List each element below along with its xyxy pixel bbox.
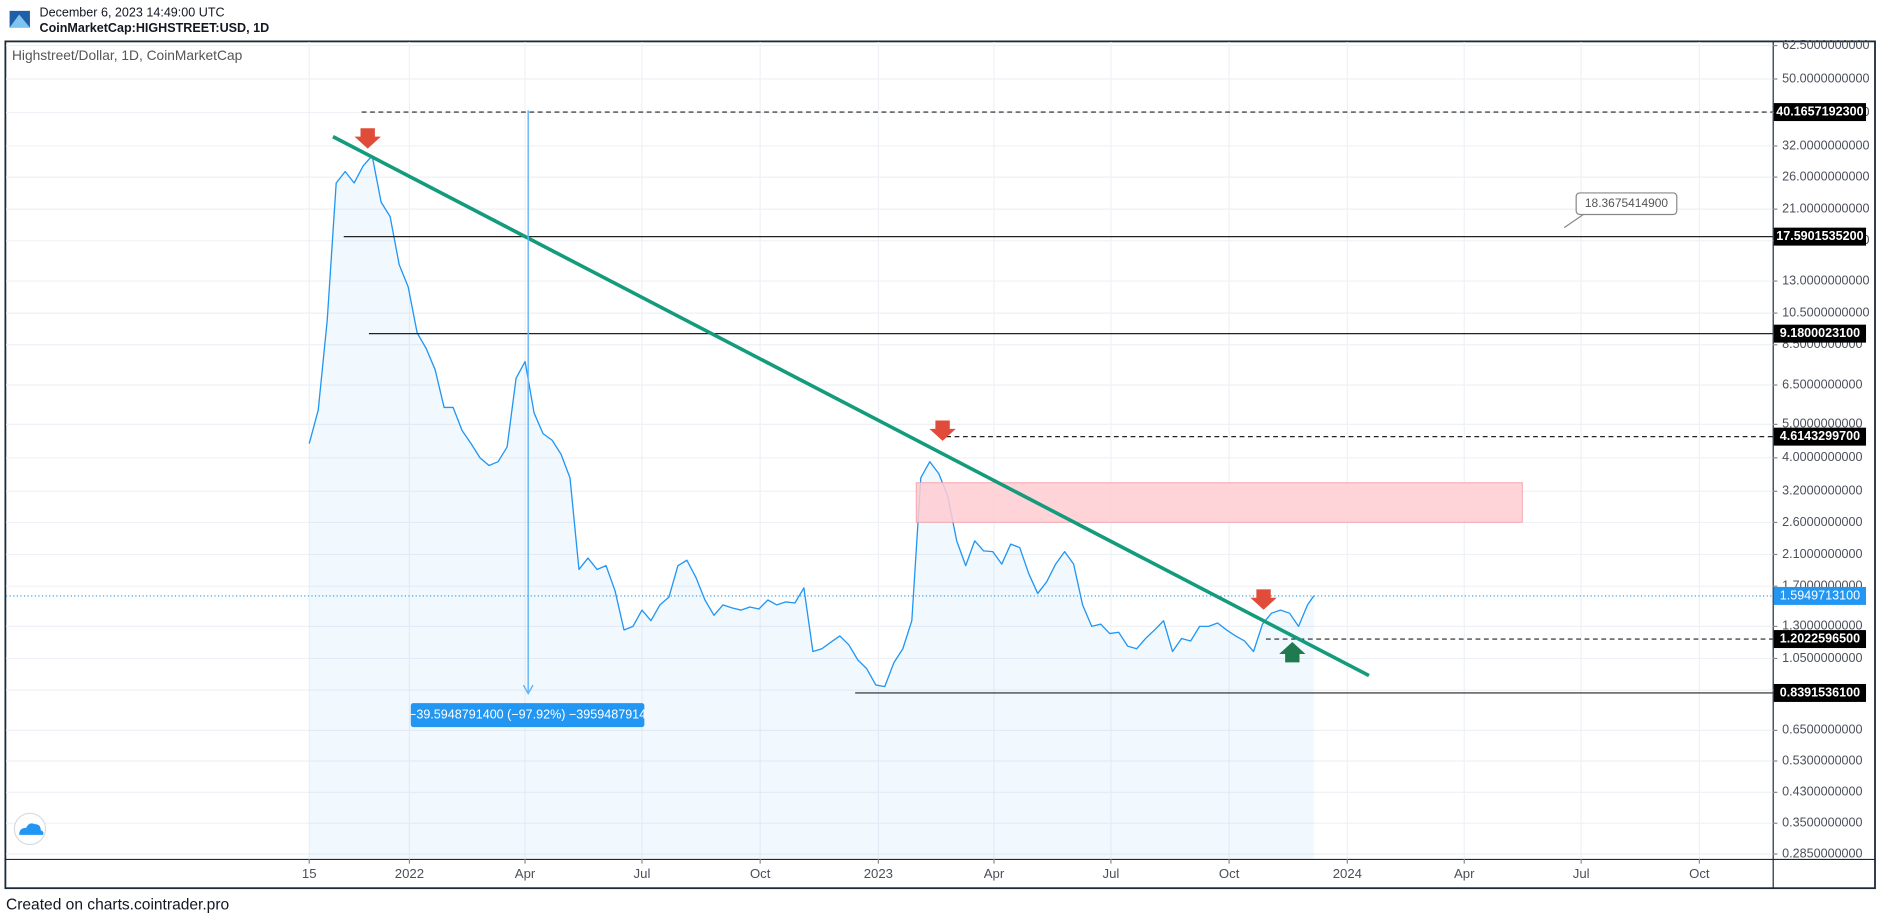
axes: 62.500000000050.000000000040.00000000003… bbox=[302, 38, 1870, 881]
plot bbox=[5, 111, 1773, 859]
current-price-tag bbox=[1773, 586, 1867, 605]
y-tick-label: 1.0500000000 bbox=[1782, 651, 1862, 665]
chart-frame bbox=[4, 40, 1876, 890]
y-tick-label: 26.0000000000 bbox=[1782, 169, 1869, 183]
x-tick-label: Apr bbox=[1454, 866, 1475, 881]
resistance-zone bbox=[915, 482, 1523, 523]
y-tick-label: 10.5000000000 bbox=[1782, 305, 1869, 319]
y-tick-label: 13.0000000000 bbox=[1782, 273, 1869, 287]
y-tick-label: 2.1000000000 bbox=[1782, 547, 1862, 561]
x-tick-label: Jul bbox=[1573, 866, 1590, 881]
y-tick-label: 21.0000000000 bbox=[1782, 201, 1869, 215]
x-tick-label: Apr bbox=[515, 866, 536, 881]
y-tick-label: 0.4300000000 bbox=[1782, 785, 1862, 799]
x-tick-label: Jul bbox=[634, 866, 651, 881]
y-tick-label: 62.5000000000 bbox=[1782, 38, 1869, 52]
price-level-tag bbox=[1773, 227, 1867, 246]
up-arrow bbox=[1279, 642, 1306, 663]
measure-label: −39.5948791400 (−97.92%) −3959487914 bbox=[409, 703, 646, 728]
price-level-label: 17.5901535200 bbox=[1776, 229, 1863, 243]
y-tick-label: 6.5000000000 bbox=[1782, 377, 1862, 391]
x-tick-label: Apr bbox=[984, 866, 1005, 881]
trend-line bbox=[332, 135, 1370, 678]
price-level-label: 9.1800023100 bbox=[1780, 326, 1860, 340]
y-tick-label: 32.0000000000 bbox=[1782, 138, 1869, 152]
price-line bbox=[308, 155, 1315, 688]
x-tick-label: Oct bbox=[1219, 866, 1240, 881]
logo bbox=[9, 10, 30, 28]
cloud-button[interactable] bbox=[13, 812, 47, 846]
y-tick-label: 0.5300000000 bbox=[1782, 753, 1862, 767]
callout-text: 18.3675414900 bbox=[1585, 196, 1669, 210]
callout: 18.3675414900 bbox=[1563, 192, 1678, 229]
x-tick-label: 15 bbox=[302, 866, 317, 881]
drawings: 18.3675414900 −39.5948791400 (−97.92%) −… bbox=[332, 110, 1678, 728]
price-level-tag bbox=[1773, 427, 1867, 446]
y-tick-label: 2.6000000000 bbox=[1782, 515, 1862, 529]
symbol: CoinMarketCap:HIGHSTREET:USD, 1D bbox=[40, 21, 270, 35]
x-tick-label: 2024 bbox=[1333, 866, 1362, 881]
price-area bbox=[309, 155, 1314, 859]
y-tick-label: 0.6500000000 bbox=[1782, 723, 1862, 737]
y-tick-label: 3.2000000000 bbox=[1782, 484, 1862, 498]
current-price-label: 1.5949713100 bbox=[1780, 588, 1860, 602]
price-level-label: 1.2022596500 bbox=[1780, 631, 1860, 645]
price-level-label: 40.1657192300 bbox=[1776, 104, 1863, 118]
price-level-tag bbox=[1773, 630, 1867, 649]
price-level-tag bbox=[1773, 324, 1867, 343]
measure-text: −39.5948791400 (−97.92%) −3959487914 bbox=[409, 707, 646, 721]
down-arrow bbox=[354, 128, 381, 149]
chart-title: Highstreet/Dollar, 1D, CoinMarketCap bbox=[12, 48, 243, 63]
down-arrow bbox=[929, 420, 956, 441]
y-tick-label: 5.0000000000 bbox=[1782, 417, 1862, 431]
y-tick-label: 50.0000000000 bbox=[1782, 71, 1869, 85]
timestamp: December 6, 2023 14:49:00 UTC bbox=[40, 6, 225, 20]
y-tick-label: 0.3500000000 bbox=[1782, 816, 1862, 830]
down-arrow bbox=[1250, 589, 1277, 610]
y-tick-label: 0.2850000000 bbox=[1782, 846, 1862, 860]
y-tick-label: 4.0000000000 bbox=[1782, 450, 1862, 464]
footer: Created on charts.cointrader.pro bbox=[6, 897, 229, 914]
x-tick-label: Oct bbox=[750, 866, 771, 881]
measure-arrow bbox=[522, 684, 534, 696]
price-level-label: 0.8391536100 bbox=[1780, 685, 1860, 699]
price-level-tag bbox=[1773, 103, 1867, 122]
x-tick-label: 2023 bbox=[864, 866, 893, 881]
price-level-label: 4.6143299700 bbox=[1780, 429, 1860, 443]
price-level-tag bbox=[1773, 683, 1867, 702]
x-tick-label: Oct bbox=[1689, 866, 1710, 881]
x-tick-label: Jul bbox=[1103, 866, 1120, 881]
y-tick-label: 1.3000000000 bbox=[1782, 619, 1862, 633]
x-tick-label: 2022 bbox=[395, 866, 424, 881]
